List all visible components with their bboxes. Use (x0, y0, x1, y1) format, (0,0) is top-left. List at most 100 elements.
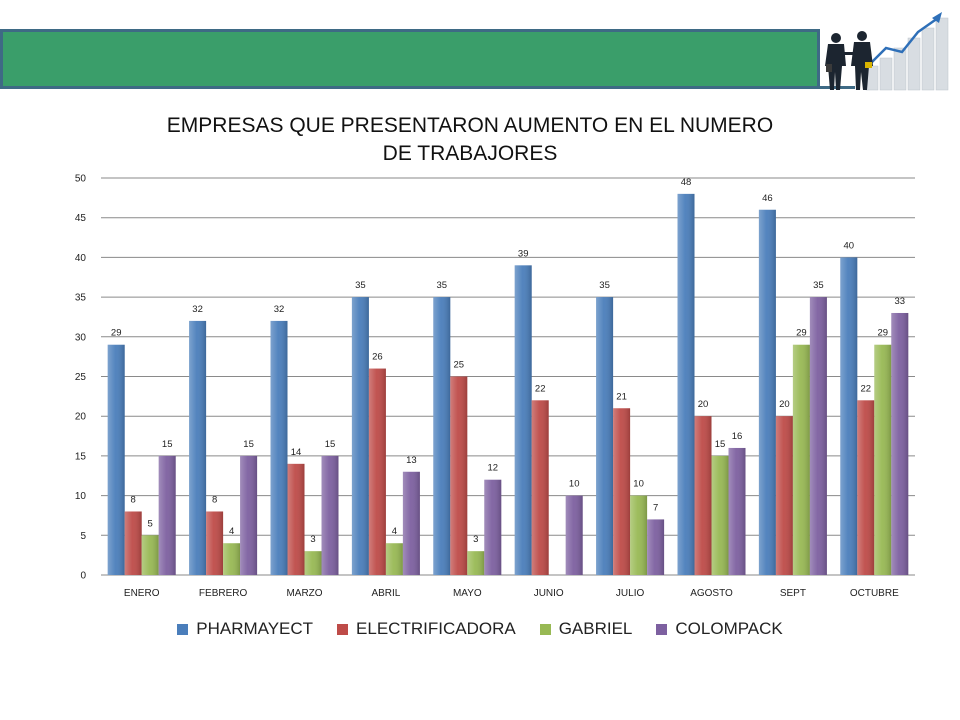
bar-shading (677, 193, 695, 575)
bar-shading (467, 551, 485, 575)
bar-shading (711, 455, 729, 575)
x-tick-label: JUNIO (534, 588, 564, 599)
chart-title-line-1: EMPRESAS QUE PRESENTARON AUMENTO EN EL N… (166, 114, 774, 137)
bar-shading (107, 344, 125, 575)
chart-legend: PHARMAYECT ELECTRIFICADORA GABRIEL COLOMPAC… (0, 619, 960, 639)
bar-shading (531, 400, 549, 575)
bar-shading (874, 344, 892, 575)
y-tick-label: 35 (75, 293, 87, 304)
y-axis-ticks: 0 5 10 15 20 25 30 35 40 45 50 (75, 174, 87, 582)
data-label: 26 (372, 352, 383, 363)
chart-title: EMPRESAS QUE PRESENTARON AUMENTO EN EL N… (100, 112, 840, 168)
bar-shading (270, 320, 288, 575)
x-tick-label: OCTUBRE (850, 588, 899, 599)
y-tick-label: 30 (75, 332, 87, 343)
data-label: 29 (796, 328, 807, 339)
data-label: 15 (162, 439, 173, 450)
data-label: 32 (274, 304, 285, 315)
data-label: 35 (813, 280, 824, 291)
data-label: 35 (437, 280, 448, 291)
y-tick-label: 40 (75, 253, 87, 264)
bar-shading (840, 257, 858, 575)
data-label: 20 (779, 399, 790, 410)
bar-shading (189, 320, 207, 575)
legend-label: COLOMPACK (675, 619, 783, 638)
data-label: 39 (518, 248, 529, 259)
business-growth-icon (825, 12, 949, 91)
y-tick-label: 15 (75, 451, 87, 462)
bar-shading (240, 455, 258, 575)
chart-title-line-2: DE TRABAJORES (382, 142, 558, 165)
data-label: 15 (715, 439, 726, 450)
legend-label: ELECTRIFICADORA (356, 619, 516, 638)
x-axis-ticks: ENERO FEBRERO MARZO ABRIL MAYO JUNIO JULIO AGOS… (124, 588, 899, 599)
bar-shading (304, 551, 322, 575)
legend-item: PHARMAYECT (177, 619, 313, 639)
bar-shading (809, 297, 827, 575)
bar-shading (351, 297, 369, 575)
y-tick-label: 20 (75, 412, 87, 423)
data-label: 22 (861, 383, 872, 394)
data-label: 33 (895, 296, 906, 307)
data-label: 22 (535, 383, 546, 394)
data-label: 4 (392, 526, 397, 537)
data-label: 14 (291, 447, 302, 458)
data-label: 5 (148, 518, 153, 529)
bar-shading (630, 495, 648, 575)
legend-label: PHARMAYECT (196, 619, 314, 638)
legend-item: ELECTRIFICADORA (337, 619, 516, 639)
data-label: 3 (473, 534, 478, 545)
data-label: 8 (131, 494, 136, 505)
legend-item: GABRIEL (539, 619, 633, 639)
data-label: 7 (653, 502, 658, 513)
bar-shading (223, 543, 241, 575)
bar-shading (694, 416, 712, 575)
bar-shading (613, 408, 631, 575)
data-label: 16 (732, 431, 743, 442)
y-tick-label: 50 (75, 174, 87, 185)
data-label: 29 (878, 328, 889, 339)
x-tick-label: MAYO (453, 588, 482, 599)
bar-shading (857, 400, 875, 575)
data-label: 35 (599, 280, 610, 291)
data-label: 20 (698, 399, 709, 410)
y-tick-label: 0 (80, 571, 86, 582)
bar-shading (321, 455, 339, 575)
bar-shading (728, 447, 746, 575)
bar-shading (565, 495, 583, 575)
bar-shading (596, 297, 614, 575)
x-tick-label: AGOSTO (690, 588, 733, 599)
legend-swatch (177, 623, 189, 635)
bar-shading (514, 265, 532, 575)
legend-swatch (539, 623, 551, 635)
data-label: 46 (762, 193, 773, 204)
bar-shading (158, 455, 176, 575)
legend-swatch (337, 623, 349, 635)
bar-shading (450, 376, 468, 575)
y-tick-label: 25 (75, 372, 87, 383)
y-tick-label: 10 (75, 491, 87, 502)
legend-label: GABRIEL (558, 619, 633, 638)
data-label: 32 (192, 304, 203, 315)
data-label: 40 (844, 240, 855, 251)
x-tick-label: JULIO (616, 588, 645, 599)
bar-shading (484, 479, 502, 575)
bar-shading (385, 543, 403, 575)
data-label: 4 (229, 526, 234, 537)
data-label: 35 (355, 280, 366, 291)
data-label: 15 (325, 439, 336, 450)
data-label: 10 (633, 479, 644, 490)
data-label: 12 (488, 463, 499, 474)
bar-shading (792, 344, 810, 575)
data-label: 15 (243, 439, 254, 450)
header-banner (0, 29, 820, 89)
data-labels: 29 8 5 15 32 8 4 15 32 14 3 15 35 26 4 13 35 25 3 12 39 22 10 3… (111, 177, 905, 545)
bar-shading (775, 416, 793, 575)
bar-shading (891, 312, 909, 575)
bar-shading (433, 297, 451, 575)
bar-shading (124, 511, 142, 575)
data-label: 8 (212, 494, 217, 505)
bar-shading (287, 463, 305, 575)
bar-shading (368, 368, 386, 575)
